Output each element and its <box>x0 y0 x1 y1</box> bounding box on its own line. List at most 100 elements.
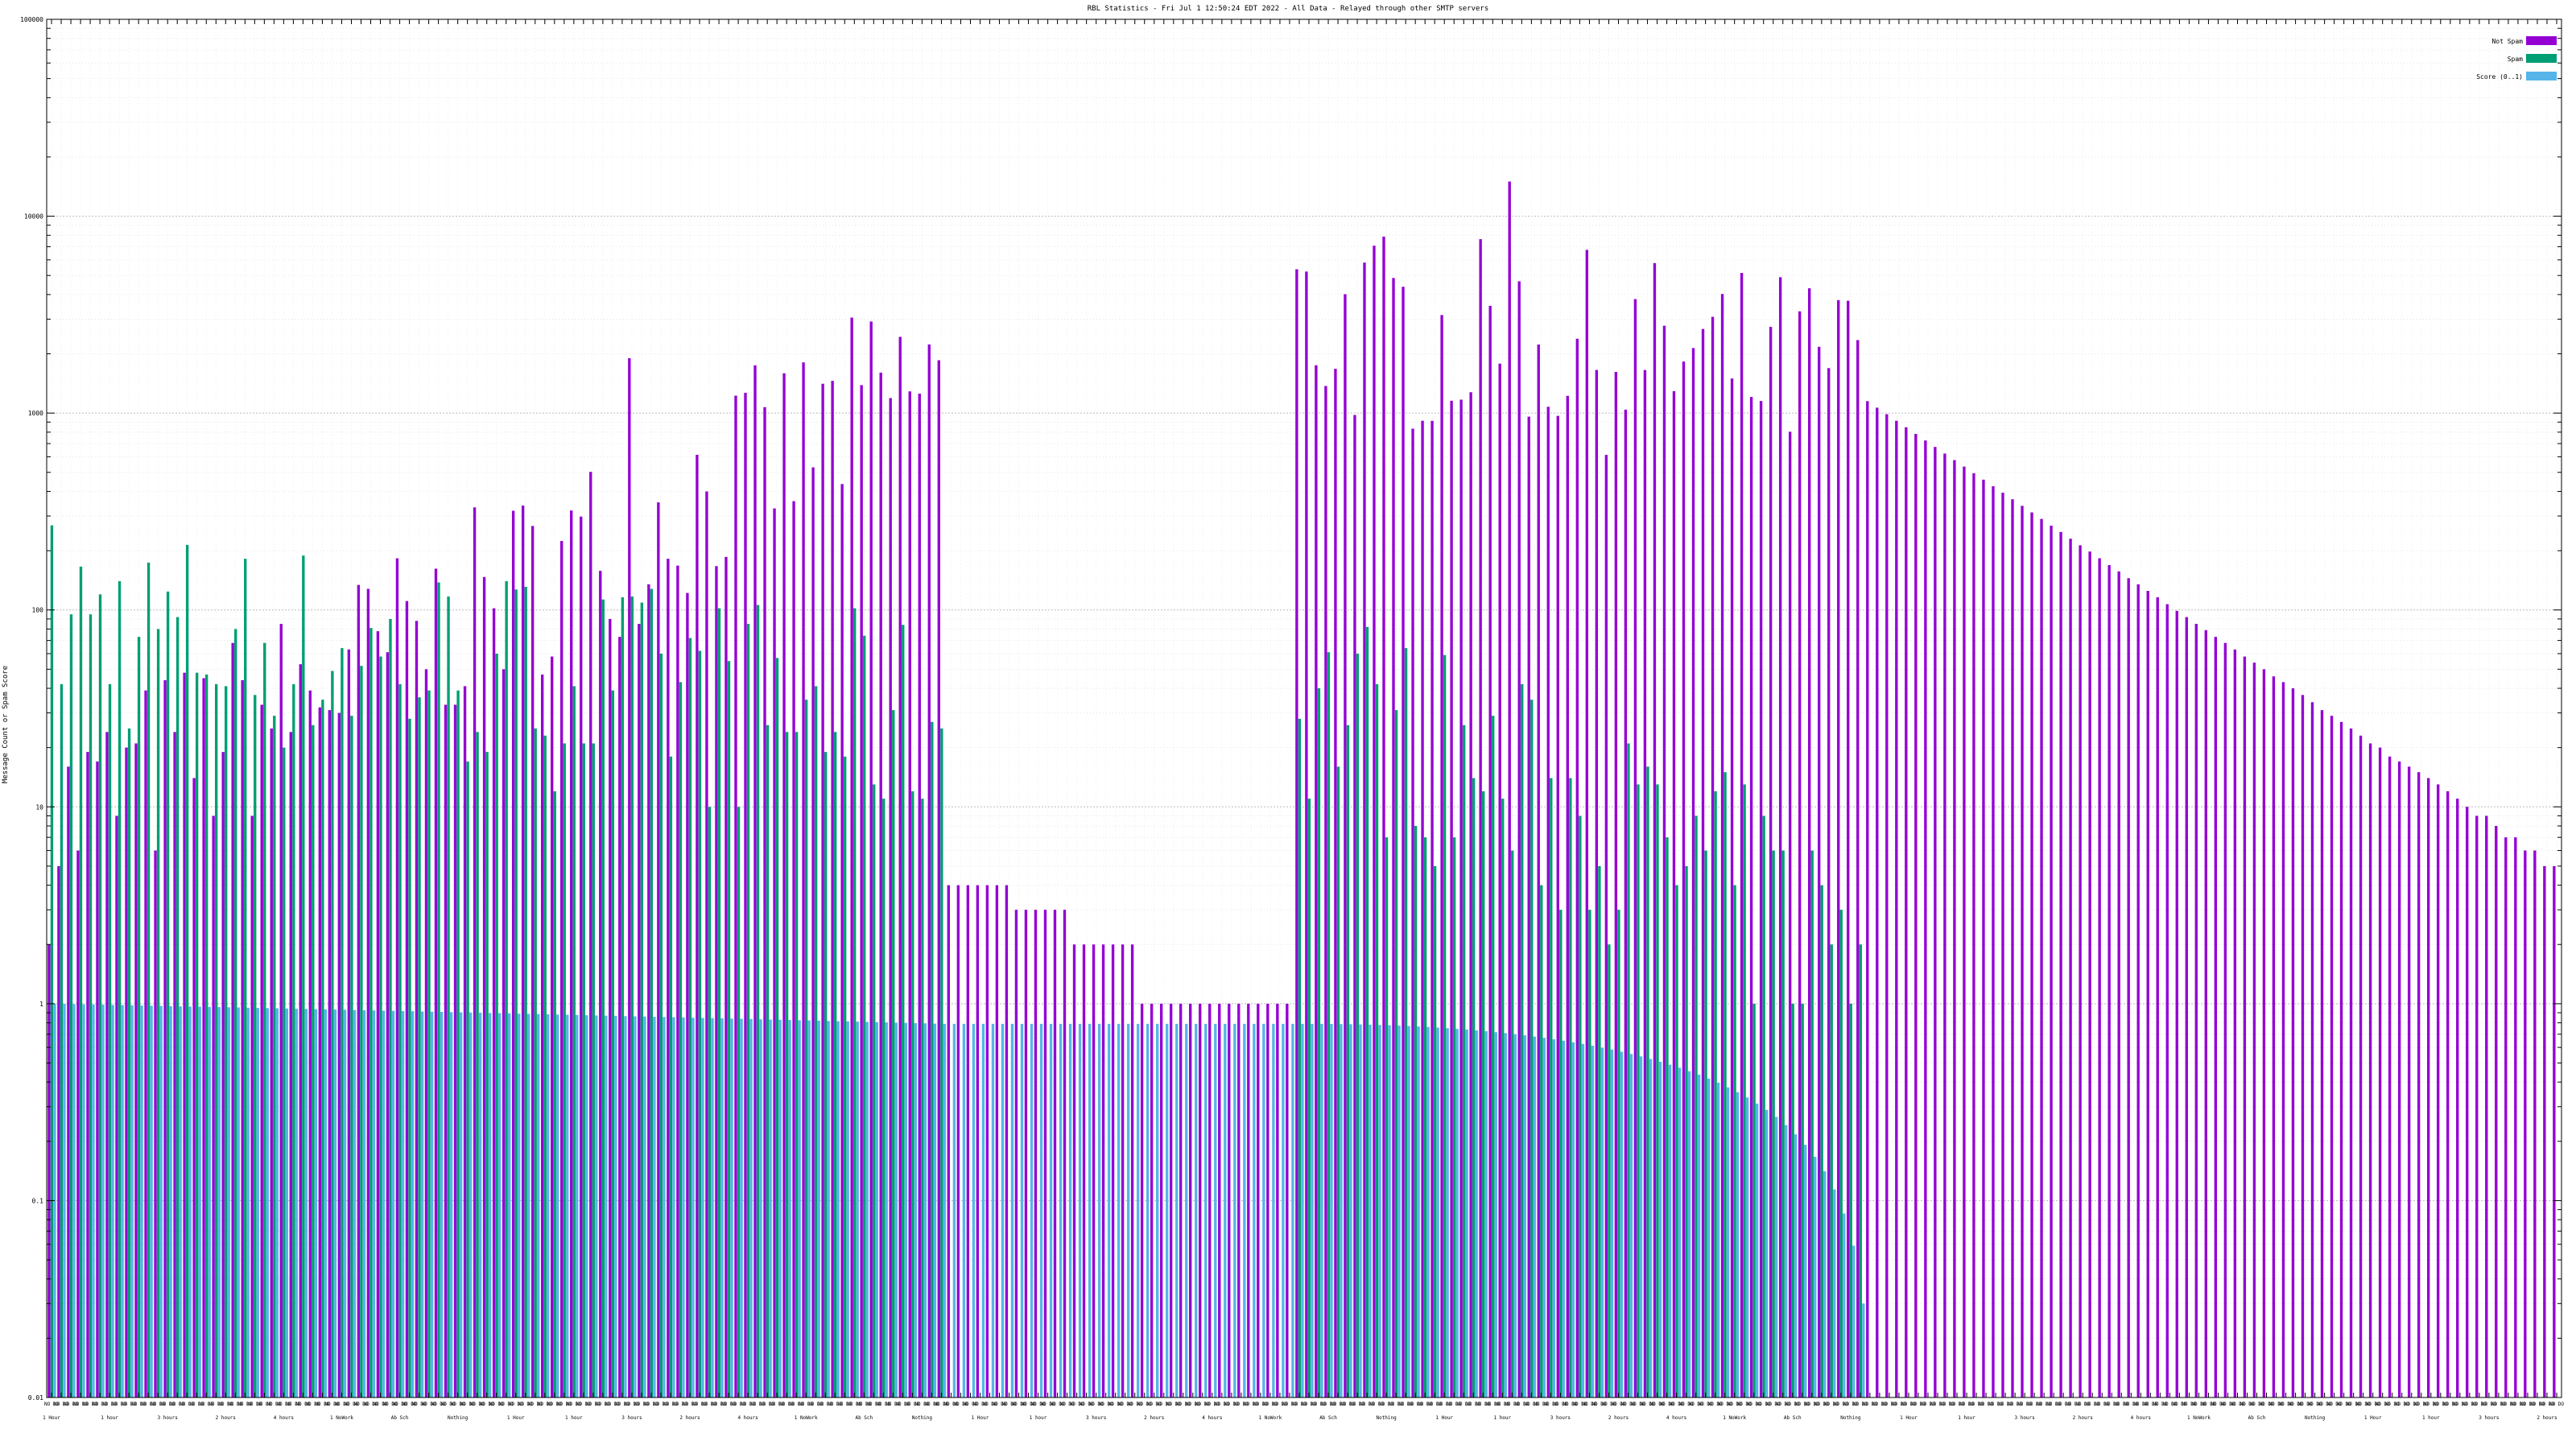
bar-score <box>1649 1059 1653 1397</box>
bar-score <box>605 1015 608 1397</box>
bar-not-spam <box>173 732 176 1397</box>
x-tick-label: NO DO <box>1360 1402 1374 1407</box>
x-tick-label: 1 NoWork <box>1258 1415 1282 1421</box>
bar-score <box>63 1004 66 1397</box>
bar-score <box>643 1016 646 1397</box>
bar-score <box>1195 1023 1198 1397</box>
bar-score <box>1368 1024 1372 1397</box>
bar-spam <box>534 728 537 1397</box>
bar-spam <box>1365 626 1369 1397</box>
bar-spam <box>1414 825 1418 1397</box>
bar-not-spam <box>1982 479 1985 1398</box>
bar-not-spam <box>696 454 699 1397</box>
x-tick-label: 4 hours <box>2131 1415 2152 1421</box>
bar-spam <box>640 602 644 1397</box>
bar-score <box>904 1022 907 1397</box>
bar-not-spam <box>415 621 419 1397</box>
bar-spam <box>273 716 276 1397</box>
bar-score <box>1668 1064 1672 1397</box>
x-tick-label: 1 hour <box>101 1415 118 1421</box>
bar-spam <box>679 682 683 1397</box>
bar-not-spam <box>1885 414 1889 1397</box>
bar-score <box>711 1018 714 1397</box>
x-tick-label: NO DO <box>2066 1402 2080 1407</box>
bar-not-spam <box>908 391 911 1398</box>
bar-not-spam <box>2011 499 2014 1397</box>
y-tick-label: 0.01 <box>28 1394 43 1402</box>
x-tick-label: NO DO <box>247 1402 262 1407</box>
bar-score <box>740 1018 743 1397</box>
x-tick-label: NO DO <box>2520 1402 2535 1407</box>
bar-not-spam <box>2320 710 2324 1397</box>
x-tick-label: NO DO <box>557 1402 572 1407</box>
x-tick-label: NO DO <box>1369 1402 1384 1407</box>
bar-spam <box>785 732 789 1397</box>
x-tick-label: NO DO <box>721 1402 736 1407</box>
bar-not-spam <box>357 584 361 1397</box>
bar-not-spam <box>463 686 467 1397</box>
x-tick-label: Nothing <box>912 1415 933 1421</box>
x-tick-label: NO DO <box>615 1402 630 1407</box>
bar-not-spam <box>1720 294 1724 1397</box>
bar-spam <box>1298 718 1302 1397</box>
bar-score <box>353 1009 357 1397</box>
bar-score <box>1494 1032 1497 1397</box>
x-tick-label: NO DO <box>1224 1402 1239 1407</box>
x-tick-label: 3 hours <box>158 1415 179 1421</box>
bar-not-spam <box>560 541 564 1397</box>
bar-spam <box>1559 910 1563 1397</box>
x-tick-label: NO DO <box>2124 1402 2138 1407</box>
bar-not-spam <box>2088 551 2091 1397</box>
bar-not-spam <box>473 507 477 1397</box>
bar-spam <box>204 674 208 1397</box>
x-tick-label: NO DO <box>1485 1402 1500 1407</box>
x-tick-label: NO DO <box>1060 1402 1075 1407</box>
bar-not-spam <box>1798 311 1802 1397</box>
x-tick-label: NO DO <box>1582 1402 1596 1407</box>
y-tick-label: 100 <box>32 607 44 614</box>
bar-score <box>198 1006 201 1397</box>
bar-spam <box>911 791 914 1397</box>
bar-score <box>140 1005 143 1397</box>
bar-score <box>730 1018 733 1397</box>
bar-score <box>1301 1023 1304 1397</box>
bar-not-spam <box>1943 453 1946 1397</box>
bar-spam <box>1423 837 1427 1397</box>
bar-not-spam <box>1924 440 1927 1397</box>
bar-score <box>1010 1023 1014 1397</box>
x-tick-label: 2 hours <box>679 1415 700 1421</box>
bar-not-spam <box>1430 420 1434 1397</box>
bar-not-spam <box>1759 401 1763 1398</box>
bar-not-spam <box>241 679 244 1397</box>
bar-not-spam <box>811 467 815 1397</box>
bar-not-spam <box>1247 1003 1250 1397</box>
bar-not-spam <box>1024 910 1028 1397</box>
bar-score <box>411 1011 415 1397</box>
bar-score <box>497 1013 502 1397</box>
bar-not-spam <box>1537 345 1540 1397</box>
x-tick-label: NO DO <box>518 1402 533 1407</box>
bar-spam <box>892 710 895 1397</box>
bar-not-spam <box>2272 676 2276 1397</box>
x-tick-label: NO DO <box>1166 1402 1181 1407</box>
bar-spam <box>254 695 257 1397</box>
x-tick-label: NO DO <box>2008 1402 2022 1407</box>
bar-not-spam <box>1691 348 1695 1398</box>
bar-score <box>478 1013 482 1397</box>
x-tick-label: NO DO <box>547 1402 562 1407</box>
bar-not-spam <box>202 678 205 1397</box>
x-tick-label: NO DO <box>808 1402 823 1407</box>
bar-score <box>430 1011 434 1397</box>
bar-not-spam <box>927 344 931 1398</box>
bar-not-spam <box>1382 236 1385 1398</box>
bar-score <box>1068 1023 1072 1397</box>
bar-not-spam <box>802 362 805 1398</box>
bar-spam <box>1627 743 1630 1397</box>
x-tick-label: NO DO <box>2337 1402 2351 1407</box>
bar-not-spam <box>1905 427 1908 1397</box>
bar-score <box>875 1022 878 1397</box>
x-tick-label: NO DO <box>1263 1402 1278 1407</box>
x-tick-label: NO DO <box>2017 1402 2032 1407</box>
bar-not-spam <box>308 690 312 1397</box>
bar-score <box>1591 1046 1595 1397</box>
